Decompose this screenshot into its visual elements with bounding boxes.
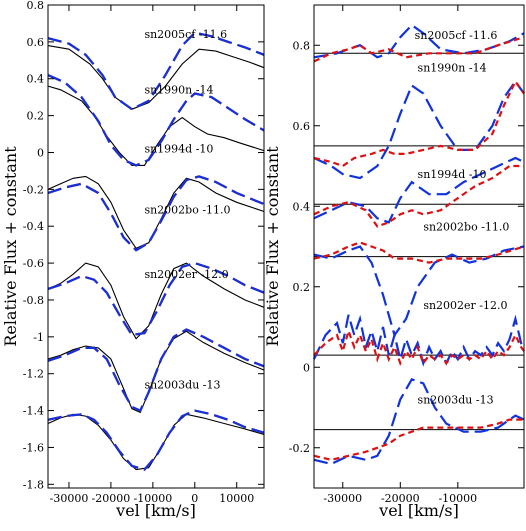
- right-series-9-model_red: [313, 327, 525, 367]
- left-ytick-label-10: -1.2: [23, 368, 44, 381]
- left-ytick-label-5: -0.2: [23, 183, 44, 196]
- right-series-7-model_red: [313, 241, 525, 264]
- right-annotation-1: sn1990n -14: [418, 61, 487, 74]
- left-x-axis-label: vel [km/s]: [115, 501, 196, 520]
- left-y-axis-label: Relative Flux + constant: [1, 146, 20, 347]
- left-series-17-model_blue: [47, 409, 265, 471]
- right-annotation-2: sn1994d -10: [418, 168, 487, 181]
- right-ytick-label-2: 0.4: [293, 200, 311, 213]
- left-series-14-model_blue: [47, 328, 265, 413]
- right-ytick-label-5: -0.2: [289, 442, 310, 455]
- left-xtick-label-1: -20000: [92, 492, 131, 505]
- left-annotation-0: sn2005cf -11.6: [144, 28, 227, 41]
- right-annotation-3: sn2002bo -11.0: [423, 220, 509, 233]
- right-ytick-label-1: 0.6: [293, 120, 311, 133]
- left-ytick-label-12: -1.6: [23, 441, 44, 454]
- right-xtick-label-1: -20000: [381, 492, 420, 505]
- left-annotation-3: sn2002bo -11.0: [144, 203, 230, 216]
- left-series-16-model_red: [47, 409, 265, 471]
- left-annotation-4: sn2002er -12.0: [144, 268, 228, 281]
- right-ytick-label-0: 0.8: [293, 39, 311, 52]
- right-annotation-4: sn2002er -12.0: [423, 299, 507, 312]
- left-series-5-model_blue: [47, 74, 265, 167]
- left-plot-frame: [47, 4, 265, 489]
- right-series-2-model_blue: [313, 79, 525, 180]
- right-plot-frame: [313, 4, 525, 489]
- left-series-0-observed: [47, 45, 265, 110]
- left-series-1-model_red: [47, 31, 265, 111]
- right-xtick-label-0: -30000: [323, 492, 362, 505]
- left-xtick-label-0: -30000: [50, 492, 89, 505]
- left-ytick-label-7: -0.6: [23, 257, 44, 270]
- left-series-15-observed: [47, 413, 265, 471]
- left-ytick-label-2: 0.4: [27, 73, 45, 86]
- right-series-4-model_blue: [313, 156, 525, 224]
- left-series-2-model_blue: [47, 31, 265, 111]
- left-ytick-label-1: 0.6: [27, 36, 45, 49]
- left-series-11-model_blue: [47, 261, 265, 337]
- right-ytick-label-3: 0.2: [293, 281, 311, 294]
- left-xtick-label-4: 10000: [219, 492, 254, 505]
- right-series-8-model_blue: [313, 314, 525, 367]
- left-ytick-label-11: -1.4: [23, 405, 44, 418]
- right-series-6-model_blue: [313, 245, 525, 338]
- left-series-9-observed: [47, 262, 265, 340]
- right-ytick-label-4: 0: [303, 361, 310, 374]
- right-y-axis-label: Relative Flux + constant: [263, 146, 282, 347]
- left-annotation-5: sn2003du -13: [144, 378, 220, 391]
- left-ytick-label-9: -1: [33, 331, 44, 344]
- left-ytick-label-4: 0: [37, 146, 44, 159]
- left-ytick-label-13: -1.8: [23, 478, 44, 491]
- left-series-8-model_blue: [47, 175, 265, 252]
- right-series-10-model_blue: [313, 377, 525, 466]
- right-xtick-label-2: -10000: [438, 492, 477, 505]
- left-ytick-label-3: 0.2: [27, 110, 45, 123]
- left-ytick-label-0: 0.8: [27, 0, 45, 12]
- right-annotation-0: sn2005cf -11.6: [415, 29, 498, 42]
- left-ytick-label-8: -0.8: [23, 294, 44, 307]
- left-annotation-1: sn1990n -14: [144, 83, 213, 96]
- left-series-12-observed: [47, 330, 265, 414]
- right-x-axis-label: vel [km/s]: [378, 501, 459, 520]
- right-series-5-model_red: [313, 164, 524, 228]
- left-xtick-label-2: -10000: [133, 492, 172, 505]
- left-xtick-label-3: 0: [191, 492, 198, 505]
- left-annotation-2: sn1994d -10: [144, 142, 213, 155]
- right-series-1-model_red: [313, 36, 525, 63]
- left-ytick-label-6: -0.4: [23, 220, 44, 233]
- right-series-11-model_red: [313, 418, 524, 461]
- right-annotation-5: sn2003du -13: [418, 393, 494, 406]
